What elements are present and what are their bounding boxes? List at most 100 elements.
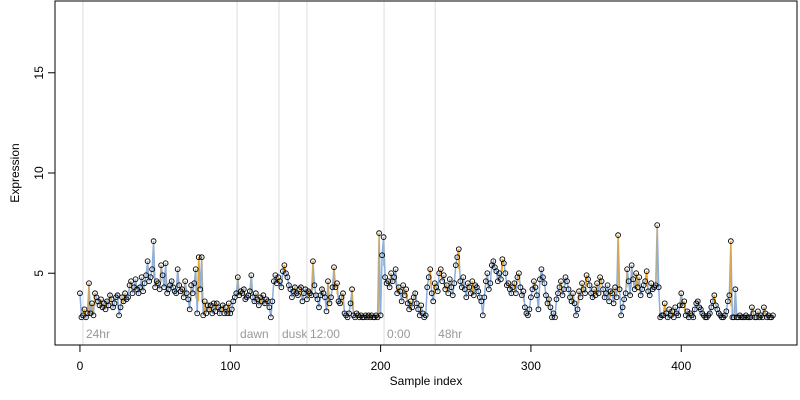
- point: [463, 294, 470, 301]
- point: [694, 298, 701, 305]
- point: [141, 280, 148, 287]
- point: [541, 280, 548, 287]
- point: [225, 300, 232, 307]
- point: [409, 304, 416, 311]
- point: [591, 286, 597, 293]
- point: [535, 306, 542, 313]
- point: [201, 298, 208, 305]
- point: [615, 232, 621, 238]
- point: [675, 312, 682, 319]
- point: [298, 284, 304, 291]
- point: [460, 274, 467, 281]
- point: [413, 300, 420, 307]
- point: [565, 286, 572, 293]
- point: [618, 312, 624, 319]
- point: [612, 284, 618, 291]
- point: [401, 292, 408, 299]
- point: [516, 270, 522, 277]
- point: [770, 312, 776, 319]
- point: [564, 278, 570, 285]
- point: [90, 312, 97, 319]
- point: [457, 278, 464, 285]
- point: [513, 290, 519, 297]
- point: [412, 290, 419, 297]
- point: [445, 290, 452, 297]
- y-axis-label: Expression: [8, 143, 22, 202]
- point: [331, 264, 337, 271]
- point: [526, 306, 533, 313]
- point: [690, 314, 697, 321]
- point: [137, 284, 143, 291]
- point: [277, 278, 283, 285]
- point: [197, 286, 204, 293]
- point: [144, 258, 151, 265]
- x-tick-label: 200: [371, 359, 391, 373]
- point: [672, 304, 679, 311]
- point: [585, 276, 591, 283]
- event-label: 48hr: [438, 327, 462, 341]
- point: [625, 278, 632, 285]
- point: [517, 284, 524, 291]
- point: [603, 290, 609, 297]
- point: [428, 290, 435, 297]
- point: [156, 286, 163, 293]
- point: [553, 296, 560, 303]
- point: [528, 294, 534, 301]
- point: [147, 274, 154, 281]
- point: [600, 286, 606, 293]
- point: [425, 274, 432, 281]
- point: [606, 298, 612, 305]
- point: [475, 288, 482, 295]
- point: [439, 278, 446, 285]
- point: [392, 266, 399, 273]
- point: [469, 278, 476, 285]
- point: [576, 288, 582, 295]
- plot-frame: [54, 0, 798, 346]
- point: [158, 262, 164, 269]
- point: [761, 304, 767, 311]
- point: [150, 238, 157, 245]
- point: [538, 266, 545, 273]
- point: [185, 296, 192, 303]
- point: [281, 262, 288, 269]
- point: [149, 266, 155, 273]
- point: [609, 290, 615, 297]
- point: [349, 286, 355, 293]
- point: [573, 312, 579, 319]
- point: [427, 266, 434, 273]
- point: [681, 298, 688, 305]
- point: [376, 230, 382, 236]
- point: [466, 284, 473, 291]
- point: [636, 274, 643, 281]
- point: [461, 286, 468, 293]
- point: [266, 304, 273, 311]
- x-tick-label: 100: [220, 359, 240, 373]
- point: [484, 270, 491, 277]
- point: [179, 286, 186, 293]
- point: [691, 306, 698, 313]
- point: [304, 296, 310, 303]
- point: [346, 310, 352, 317]
- point: [452, 262, 459, 269]
- point: [595, 290, 602, 297]
- point: [269, 298, 276, 305]
- event-label: dusk: [282, 327, 308, 341]
- point: [574, 306, 581, 313]
- point: [728, 238, 734, 245]
- point: [723, 308, 730, 315]
- point: [176, 282, 183, 289]
- point: [212, 308, 219, 315]
- event-label: dawn: [240, 327, 269, 341]
- point: [128, 278, 134, 285]
- point: [655, 284, 662, 291]
- point: [203, 310, 210, 317]
- point: [708, 304, 715, 311]
- x-tick-label: 300: [521, 359, 541, 373]
- point: [326, 300, 333, 307]
- point: [337, 300, 343, 307]
- point: [122, 290, 128, 297]
- point: [496, 270, 503, 277]
- point: [224, 310, 231, 317]
- point: [316, 304, 322, 311]
- point: [481, 294, 488, 301]
